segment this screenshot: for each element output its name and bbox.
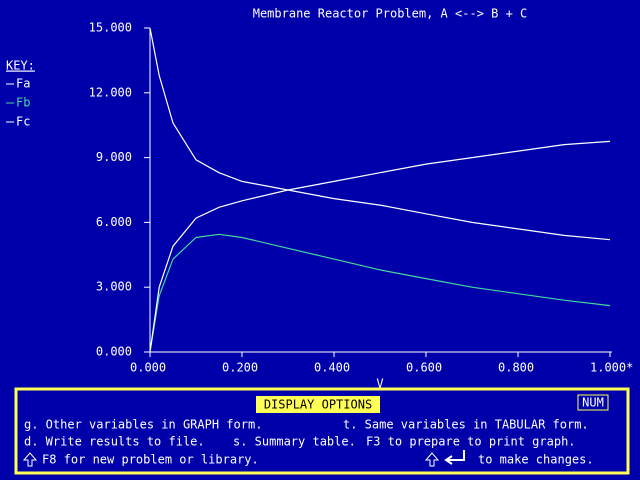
key-title: KEY:: [6, 59, 35, 73]
series-line: [149, 233, 611, 353]
y-tick-label: 12.000: [89, 85, 132, 99]
y-tick-label: 3.000: [96, 280, 132, 294]
y-tick-label: 0.000: [96, 345, 132, 359]
legend-label: Fc: [16, 115, 30, 129]
option[interactable]: g. Other variables in GRAPH form.: [24, 418, 262, 432]
status-box: [577, 394, 609, 411]
series-line: [149, 27, 611, 241]
enter-icon: [444, 450, 465, 465]
shift-icon: [22, 452, 38, 467]
x-tick-label: 0.400: [314, 361, 350, 375]
panel-title-box: [256, 396, 380, 413]
option[interactable]: F3 to prepare to print graph.: [366, 435, 576, 449]
x-tick-label: 0.800: [498, 361, 534, 375]
x-tick-label: 0.600: [406, 361, 442, 375]
option[interactable]: s. Summary table.: [233, 435, 356, 449]
y-tick-label: 6.000: [96, 215, 132, 229]
x-tick-label: 0.200: [222, 361, 258, 375]
legend-label: Fa: [16, 77, 30, 91]
option[interactable]: d. Write results to file.: [24, 435, 205, 449]
panel-title: DISPLAY OPTIONS: [264, 398, 372, 412]
option[interactable]: to make changes.: [478, 453, 594, 467]
y-tick-label: 15.000: [89, 21, 132, 35]
legend-label: Fb: [16, 96, 30, 110]
option[interactable]: F8 for new problem or library.: [42, 453, 259, 467]
x-tick-label: 1.000*: [590, 361, 633, 375]
status-indicator: NUM: [582, 396, 604, 410]
x-tick-label: 0.000: [130, 361, 166, 375]
series-line: [149, 140, 611, 353]
x-axis-label: V: [376, 377, 383, 391]
chart-title: Membrane Reactor Problem, A <--> B + C: [253, 7, 528, 21]
y-tick-label: 9.000: [96, 150, 132, 164]
option[interactable]: t. Same variables in TABULAR form.: [343, 418, 589, 432]
shift-icon: [424, 452, 440, 467]
